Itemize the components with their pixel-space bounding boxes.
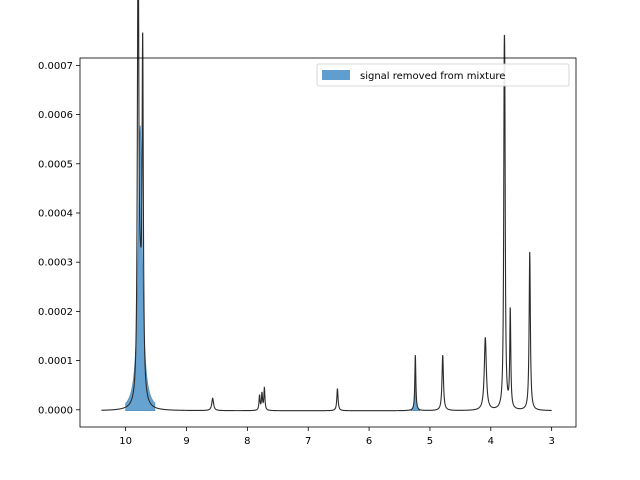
y-tick-label: 0.0007 [38, 61, 73, 72]
x-tick-label: 10 [119, 436, 132, 447]
legend-swatch [322, 70, 350, 80]
legend-label: signal removed from mixture [360, 71, 505, 82]
y-tick-label: 0.0002 [38, 307, 73, 318]
y-axis-ticks: 0.0000 0.0001 0.0002 0.0003 0.0004 0.0005 0.00… [38, 61, 80, 416]
y-tick-label: 0.0004 [38, 208, 73, 219]
x-tick-label: 3 [548, 436, 554, 447]
mixture-spectrum-line [101, 0, 552, 412]
y-tick-label: 0.0000 [38, 405, 73, 416]
x-tick-label: 5 [427, 436, 433, 447]
x-tick-label: 6 [366, 436, 372, 447]
x-tick-label: 7 [305, 436, 311, 447]
y-tick-label: 0.0005 [38, 159, 73, 170]
x-axis-ticks: 10 9 8 7 6 5 4 3 [119, 427, 555, 447]
legend-box [316, 63, 570, 87]
y-tick-label: 0.0003 [38, 258, 73, 269]
legend: signal removed from mixture [316, 63, 570, 87]
x-tick-label: 4 [488, 436, 494, 447]
axes-frame [79, 57, 577, 428]
x-tick-label: 8 [244, 436, 250, 447]
plot-area [101, 0, 552, 412]
x-tick-label: 9 [183, 436, 189, 447]
y-tick-label: 0.0006 [38, 110, 73, 121]
y-tick-label: 0.0001 [38, 356, 73, 367]
